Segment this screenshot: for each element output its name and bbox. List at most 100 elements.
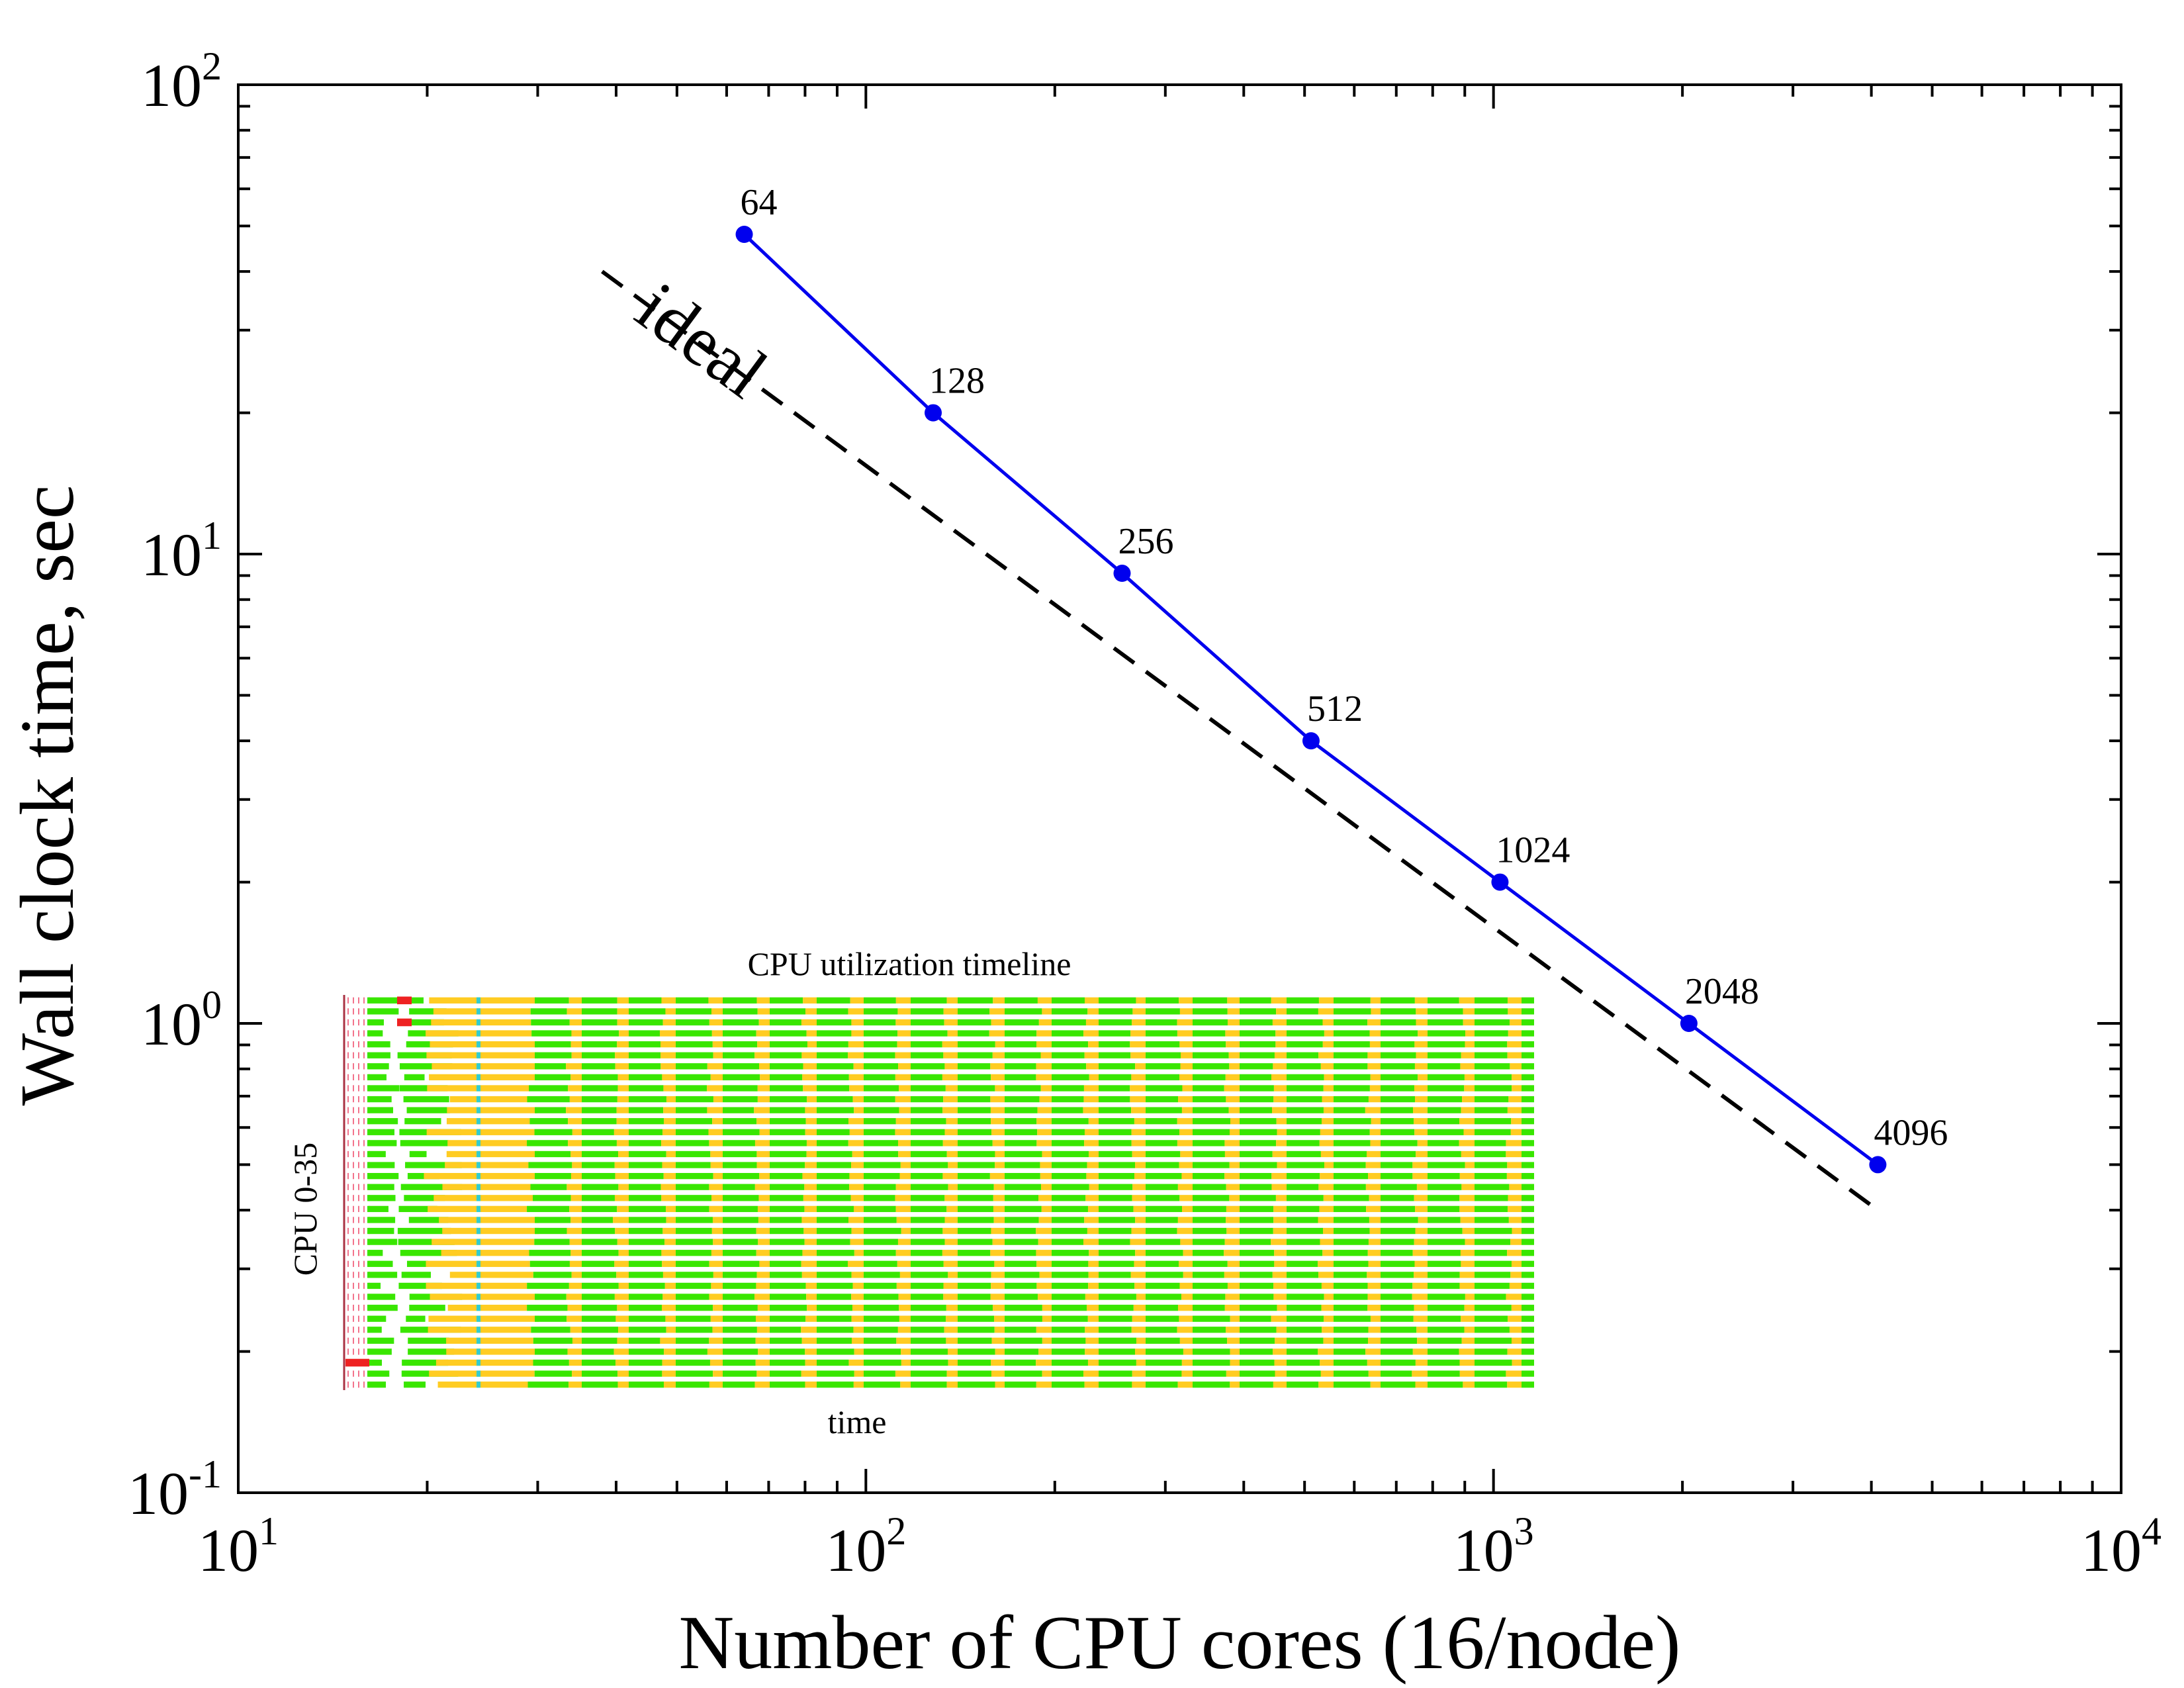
inset-busy-segment <box>1146 1085 1183 1092</box>
inset-overhead-segment <box>1177 1019 1193 1026</box>
inset-busy-segment <box>864 997 896 1004</box>
inset-overhead-segment <box>900 1162 911 1168</box>
inset-overhead-segment <box>1318 1260 1334 1267</box>
inset-overhead-segment <box>759 1172 770 1180</box>
inset-overhead-segment <box>1463 1129 1475 1135</box>
inset-overhead-segment <box>1274 1260 1287 1267</box>
inset-busy-segment <box>723 1063 760 1070</box>
inset-overhead-segment <box>662 1272 676 1278</box>
inset-overhead-segment <box>899 1315 911 1322</box>
inset-overhead-segment <box>947 1030 958 1037</box>
inset-overhead-segment <box>1509 1184 1522 1190</box>
inset-message-segment <box>477 1195 480 1201</box>
inset-busy-segment <box>404 1195 445 1201</box>
inset-overhead-segment <box>616 1272 629 1278</box>
inset-overhead-segment <box>1369 1041 1381 1048</box>
inset-busy-segment <box>535 1382 569 1388</box>
inset-overhead-segment <box>1273 1096 1287 1103</box>
inset-overhead-segment <box>1036 1063 1052 1070</box>
inset-overhead-segment <box>1134 1348 1146 1355</box>
inset-busy-segment <box>1428 1382 1463 1388</box>
inset-overhead-segment <box>807 1096 817 1103</box>
inset-busy-segment <box>1428 1096 1463 1103</box>
inset-busy-segment <box>770 1172 803 1180</box>
inset-overhead-segment <box>1324 1293 1334 1300</box>
inset-overhead-segment <box>1412 1107 1428 1113</box>
inset-overhead-segment <box>1413 1315 1428 1322</box>
inset-overhead-segment <box>946 1150 958 1158</box>
inset-busy-segment <box>817 1337 852 1344</box>
inset-overhead-segment <box>1084 1129 1099 1135</box>
inset-busy-segment <box>1193 1140 1225 1147</box>
inset-overhead-segment <box>946 1315 958 1322</box>
inset-busy-segment <box>1475 1118 1512 1125</box>
inset-busy-segment <box>1334 1041 1370 1048</box>
inset-overhead-segment <box>1224 1250 1240 1256</box>
inset-overhead-segment <box>1463 1382 1475 1388</box>
inset-busy-segment <box>770 1140 807 1147</box>
inset-overhead-segment <box>1368 1172 1381 1180</box>
inset-busy-segment <box>958 1293 991 1300</box>
inset-overhead-segment <box>1506 1150 1522 1158</box>
inset-startup-marker <box>397 1018 412 1027</box>
inset-overhead-segment <box>1459 1118 1475 1125</box>
inset-overhead-segment <box>428 1315 539 1322</box>
inset-overhead-segment <box>895 1205 911 1213</box>
inset-overhead-segment <box>805 1008 817 1015</box>
inset-overhead-segment <box>1179 1074 1193 1081</box>
inset-overhead-segment <box>806 1140 817 1147</box>
inset-overhead-segment <box>1320 1239 1334 1245</box>
inset-overhead-segment <box>617 1085 629 1092</box>
inset-busy-segment <box>1193 997 1228 1004</box>
inset-overhead-segment <box>713 1239 723 1245</box>
inset-busy-segment <box>770 1118 806 1125</box>
inset-overhead-segment <box>1367 1063 1381 1070</box>
inset-overhead-segment <box>1508 1008 1522 1015</box>
inset-busy-segment <box>582 1162 615 1168</box>
inset-startup-marker <box>345 1358 369 1367</box>
inset-overhead-segment <box>1087 1205 1099 1213</box>
inset-busy-segment <box>1475 1096 1509 1103</box>
inset-busy-segment <box>817 1172 850 1180</box>
data-point <box>1491 873 1509 891</box>
inset-overhead-segment <box>854 1107 864 1113</box>
inset-busy-segment <box>1522 1052 1534 1058</box>
inset-overhead-segment <box>1132 1195 1146 1201</box>
inset-busy-segment <box>817 1118 849 1125</box>
inset-busy-segment <box>1240 1205 1274 1213</box>
data-point <box>1680 1015 1698 1032</box>
inset-overhead-segment <box>709 1205 723 1213</box>
inset-overhead-segment <box>1135 1217 1146 1223</box>
inset-busy-segment <box>1099 1205 1134 1213</box>
inset-overhead-segment <box>1414 1085 1428 1092</box>
inset-busy-segment <box>1240 1227 1273 1235</box>
inset-message-segment <box>477 1359 480 1366</box>
inset-busy-segment <box>1240 1272 1273 1278</box>
inset-overhead-segment <box>1132 1382 1146 1388</box>
inset-busy-segment <box>723 997 757 1004</box>
inset-overhead-segment <box>757 1205 770 1213</box>
inset-overhead-segment <box>851 1227 864 1235</box>
inset-busy-segment <box>817 1260 848 1267</box>
inset-overhead-segment <box>1083 1085 1099 1092</box>
inset-overhead-segment <box>1229 1129 1240 1135</box>
inset-busy-segment <box>1240 1096 1274 1103</box>
inset-busy-segment <box>911 1150 947 1158</box>
inset-overhead-segment <box>943 1293 958 1300</box>
inset-busy-segment <box>1193 1096 1226 1103</box>
inset-message-segment <box>477 1239 480 1245</box>
inset-overhead-segment <box>853 1327 864 1333</box>
inset-busy-segment <box>1052 1359 1088 1366</box>
data-point-label: 4096 <box>1874 1112 1948 1153</box>
inset-overhead-segment <box>424 1172 539 1180</box>
inset-busy-segment <box>770 1337 802 1344</box>
inset-overhead-segment <box>1135 1063 1146 1070</box>
inset-overhead-segment <box>426 1052 539 1058</box>
inset-busy-segment <box>1099 1140 1132 1147</box>
inset-busy-segment <box>1475 1282 1510 1289</box>
inset-overhead-segment <box>757 1304 770 1311</box>
inset-busy-segment <box>1287 1304 1322 1311</box>
inset-busy-segment <box>367 1260 393 1267</box>
inset-overhead-segment <box>1508 1096 1522 1103</box>
